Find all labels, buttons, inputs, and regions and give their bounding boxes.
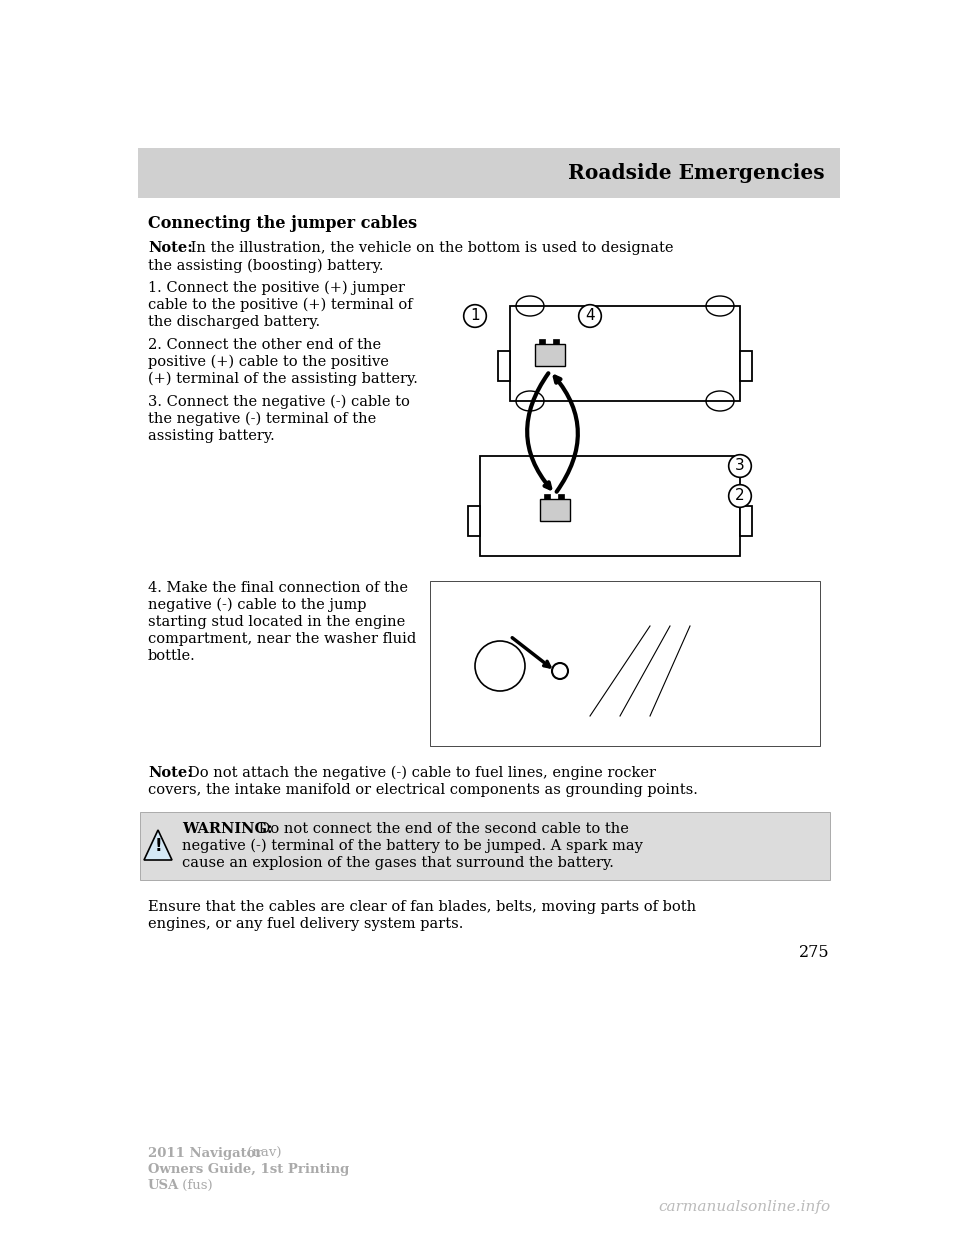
Text: 3. Connect the negative (-) cable to: 3. Connect the negative (-) cable to: [148, 395, 410, 410]
Text: Connecting the jumper cables: Connecting the jumper cables: [148, 215, 418, 232]
Bar: [558, 494, 564, 499]
Text: starting stud located in the engine: starting stud located in the engine: [148, 615, 405, 628]
Text: !: !: [155, 837, 162, 854]
Text: the negative (-) terminal of the: the negative (-) terminal of the: [148, 412, 376, 426]
Text: Roadside Emergencies: Roadside Emergencies: [568, 163, 825, 183]
Text: Do not attach the negative (-) cable to fuel lines, engine rocker: Do not attach the negative (-) cable to …: [188, 766, 656, 780]
Text: (nav): (nav): [243, 1148, 281, 1160]
Bar: [468, 505, 480, 537]
Text: 1: 1: [470, 308, 480, 323]
Text: cause an explosion of the gases that surround the battery.: cause an explosion of the gases that sur…: [182, 856, 613, 869]
Bar: [740, 505, 752, 537]
Text: compartment, near the washer fluid: compartment, near the washer fluid: [148, 632, 417, 646]
Text: positive (+) cable to the positive: positive (+) cable to the positive: [148, 355, 389, 369]
Text: 275: 275: [800, 944, 830, 961]
Text: USA: USA: [148, 1179, 180, 1192]
Text: Note:: Note:: [148, 766, 193, 780]
Bar: [553, 339, 559, 344]
Text: cable to the positive (+) terminal of: cable to the positive (+) terminal of: [148, 298, 413, 313]
Text: negative (-) cable to the jump: negative (-) cable to the jump: [148, 597, 367, 612]
Text: Ensure that the cables are clear of fan blades, belts, moving parts of both: Ensure that the cables are clear of fan …: [148, 900, 696, 914]
Bar: [540, 499, 570, 520]
Text: bottle.: bottle.: [148, 650, 196, 663]
Text: 2: 2: [735, 488, 745, 503]
Text: In the illustration, the vehicle on the bottom is used to designate: In the illustration, the vehicle on the …: [186, 241, 674, 255]
Bar: [535, 344, 565, 366]
Text: 4: 4: [586, 308, 595, 323]
Text: Do not connect the end of the second cable to the: Do not connect the end of the second cab…: [254, 822, 629, 836]
Text: 2011 Navigator: 2011 Navigator: [148, 1148, 262, 1160]
Text: 4. Make the final connection of the: 4. Make the final connection of the: [148, 581, 408, 595]
Circle shape: [552, 663, 568, 679]
Text: covers, the intake manifold or electrical components as grounding points.: covers, the intake manifold or electrica…: [148, 782, 698, 797]
Bar: [539, 339, 545, 344]
Text: assisting battery.: assisting battery.: [148, 428, 275, 443]
Text: Note:: Note:: [148, 241, 193, 255]
Text: (+) terminal of the assisting battery.: (+) terminal of the assisting battery.: [148, 373, 418, 386]
Text: 3: 3: [735, 458, 745, 473]
Text: (fus): (fus): [178, 1179, 212, 1192]
Text: negative (-) terminal of the battery to be jumped. A spark may: negative (-) terminal of the battery to …: [182, 840, 643, 853]
Bar: [480, 456, 740, 556]
Bar: [138, 148, 840, 197]
Bar: [140, 812, 830, 881]
Text: the assisting (boosting) battery.: the assisting (boosting) battery.: [148, 260, 383, 273]
Bar: [544, 494, 550, 499]
Text: 1. Connect the positive (+) jumper: 1. Connect the positive (+) jumper: [148, 281, 405, 296]
Text: engines, or any fuel delivery system parts.: engines, or any fuel delivery system par…: [148, 917, 464, 932]
Bar: [510, 306, 740, 401]
Text: Owners Guide, 1st Printing: Owners Guide, 1st Printing: [148, 1163, 349, 1176]
Text: carmanualsonline.info: carmanualsonline.info: [658, 1200, 830, 1213]
Circle shape: [475, 641, 525, 691]
Text: 2. Connect the other end of the: 2. Connect the other end of the: [148, 338, 381, 351]
Text: the discharged battery.: the discharged battery.: [148, 315, 320, 329]
Bar: [740, 351, 752, 381]
Polygon shape: [144, 830, 172, 859]
Bar: [498, 351, 510, 381]
Bar: [430, 581, 820, 746]
Text: WARNING:: WARNING:: [182, 822, 273, 836]
